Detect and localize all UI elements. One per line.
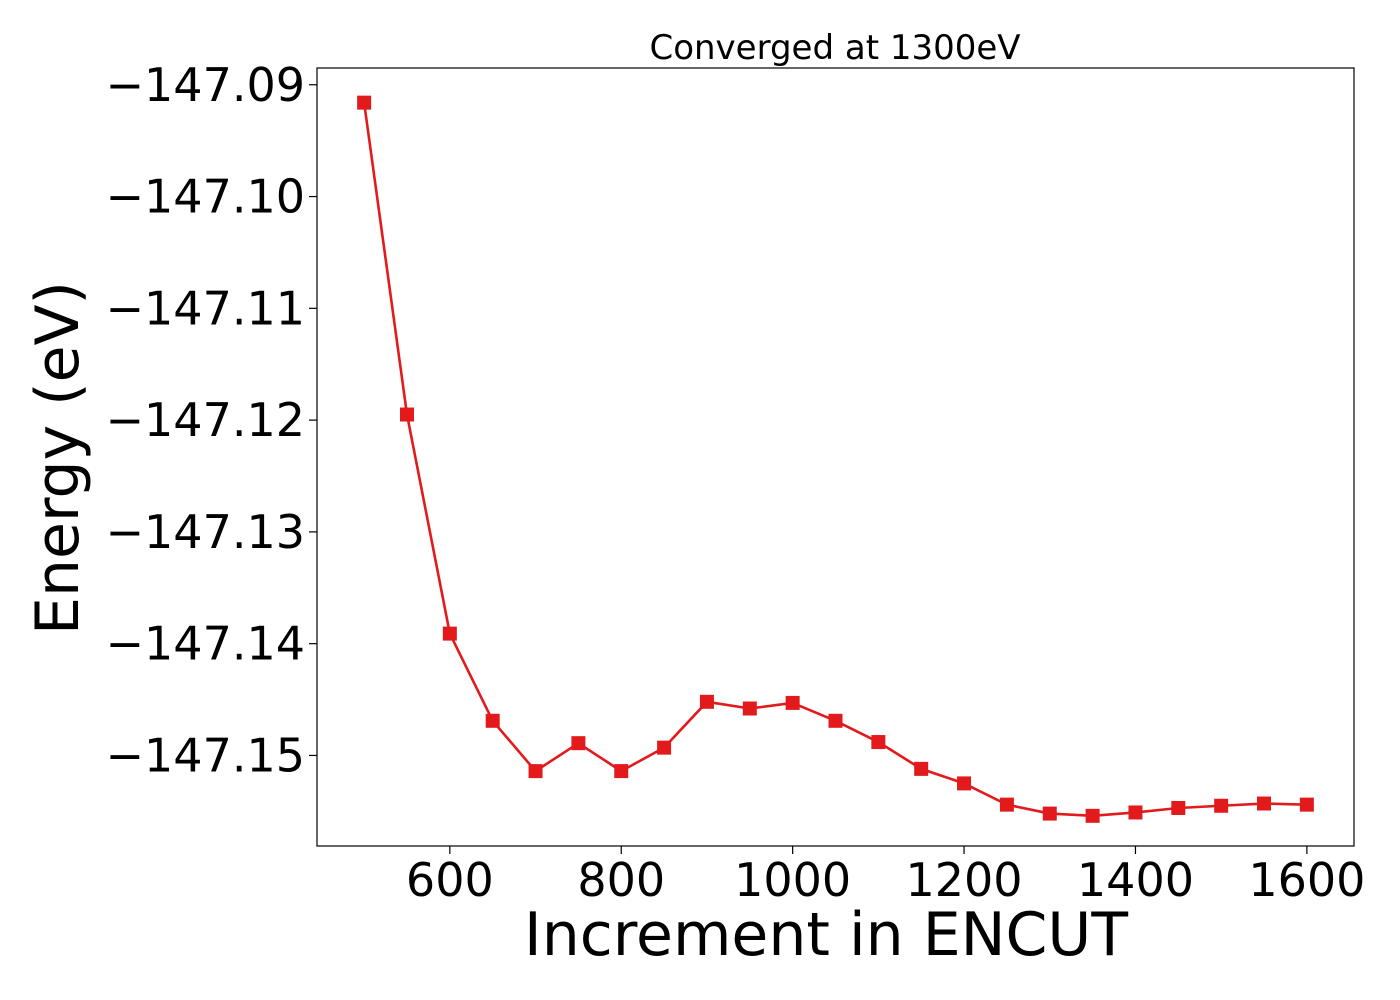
data-point	[1214, 798, 1229, 813]
data-point	[442, 626, 457, 641]
y-tick-label: −147.10	[106, 170, 306, 224]
data-point	[1257, 796, 1272, 811]
data-point	[699, 694, 714, 709]
y-tick-label: −147.11	[106, 281, 306, 335]
x-tick-label: 1600	[1248, 853, 1365, 907]
data-point	[957, 776, 972, 791]
data-point	[357, 95, 372, 110]
data-point	[399, 407, 414, 422]
data-point	[999, 797, 1014, 812]
data-point	[914, 761, 929, 776]
data-point	[1299, 797, 1314, 812]
data-point	[1042, 806, 1057, 821]
data-point	[528, 764, 543, 779]
x-tick-label: 1000	[734, 853, 851, 907]
data-point	[785, 695, 800, 710]
data-point	[485, 713, 500, 728]
y-axis-label: Energy (eV)	[23, 281, 93, 635]
data-point	[571, 736, 586, 751]
data-point	[871, 735, 886, 750]
y-tick-label: −147.12	[106, 393, 306, 447]
data-point	[1171, 800, 1186, 815]
y-tick-label: −147.09	[106, 58, 306, 112]
x-tick-label: 1400	[1077, 853, 1194, 907]
x-tick-label: 1200	[906, 853, 1023, 907]
y-axis-ticks: −147.09 −147.10 −147.11 −147.12 −147.13 −147.…	[106, 58, 317, 782]
y-tick-label: −147.15	[106, 728, 306, 782]
x-axis-ticks: 600 800 1000 1200 1400 1600	[406, 846, 1365, 907]
y-tick-label: −147.13	[106, 505, 306, 559]
data-point	[1085, 808, 1100, 823]
plot-frame	[316, 67, 1355, 847]
data-point	[828, 713, 843, 728]
x-tick-label: 600	[406, 853, 494, 907]
data-point	[614, 764, 629, 779]
chart-title: Converged at 1300eV	[649, 28, 1020, 68]
data-point	[742, 701, 757, 716]
data-point	[1128, 805, 1143, 820]
x-axis-label: Increment in ENCUT	[524, 900, 1128, 970]
x-tick-label: 800	[577, 853, 665, 907]
y-tick-label: −147.14	[106, 617, 306, 671]
data-point	[657, 740, 672, 755]
series-layer	[357, 95, 1314, 823]
